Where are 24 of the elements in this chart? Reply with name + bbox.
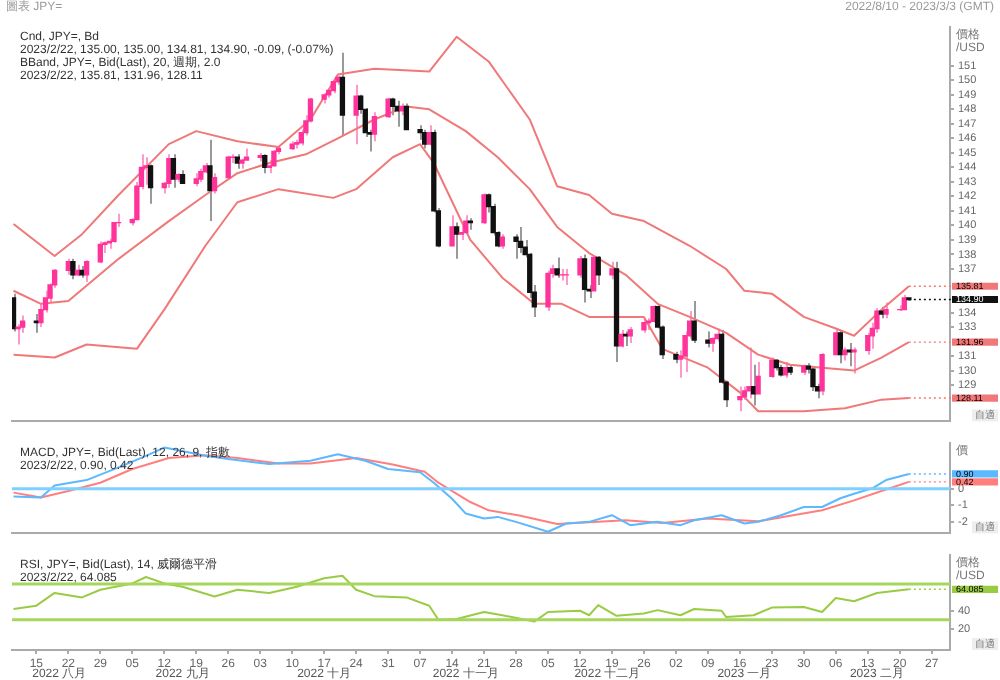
candlestick <box>545 269 551 313</box>
candlestick <box>865 331 871 356</box>
candlestick <box>810 365 816 392</box>
candlestick <box>371 111 378 143</box>
candlestick <box>12 292 17 333</box>
candlestick <box>211 172 218 195</box>
candlestick <box>166 153 172 189</box>
candlestick <box>353 83 359 146</box>
candlestick <box>422 128 428 150</box>
candlestick <box>449 214 455 247</box>
candlestick <box>143 156 149 186</box>
candlestick <box>581 253 588 304</box>
candlestick <box>385 96 391 120</box>
candlestick <box>833 327 839 356</box>
candlestick <box>513 233 519 260</box>
candlestick <box>170 153 177 189</box>
candlestick <box>147 163 154 205</box>
candlestick <box>819 352 825 397</box>
candlestick <box>691 299 697 345</box>
candlestick <box>453 221 460 260</box>
candlestick <box>737 385 743 413</box>
candlestick <box>481 192 487 225</box>
candlestick <box>225 154 231 179</box>
candlestick <box>577 254 583 279</box>
